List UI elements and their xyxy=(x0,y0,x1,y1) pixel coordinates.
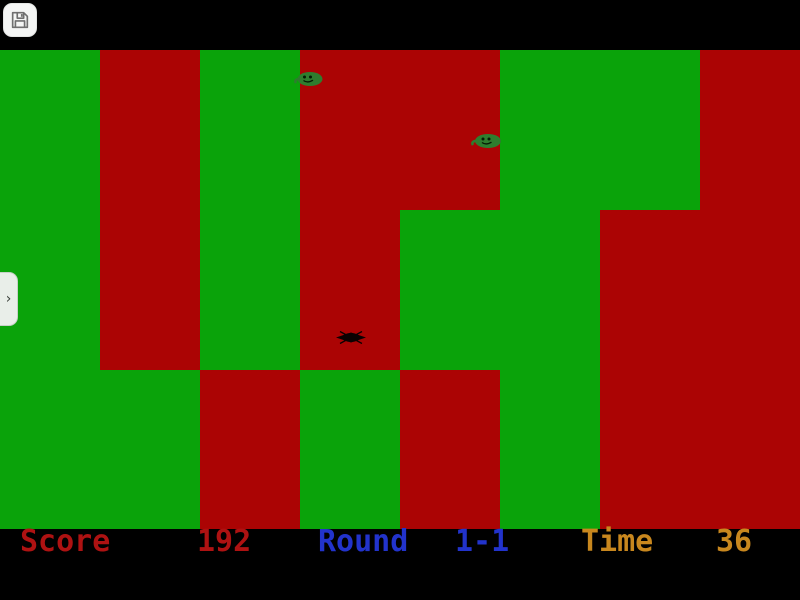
save-button[interactable] xyxy=(3,3,37,37)
grid-cell-r2c3 xyxy=(300,370,400,529)
grid-cell-r1c4 xyxy=(400,210,500,370)
save-icon xyxy=(11,11,29,29)
score-label: Score xyxy=(20,524,111,559)
status-bar: Score 192 Round 1-1 Time 36 xyxy=(0,524,800,600)
green-creature-sprite xyxy=(471,134,501,148)
grid-cell-r2c4 xyxy=(400,370,500,529)
grid-cell-r1c1 xyxy=(100,210,200,370)
grid-cell-r0c6 xyxy=(600,50,700,210)
grid-cell-r0c7 xyxy=(700,50,800,210)
green-creature-sprite xyxy=(294,72,323,86)
time-label: Time xyxy=(581,524,654,559)
grid-cell-r2c0 xyxy=(0,370,100,529)
chevron-right-icon: › xyxy=(5,291,12,307)
grid-cell-r2c5 xyxy=(500,370,600,529)
grid-cell-r0c2 xyxy=(200,50,300,210)
top-toolbar xyxy=(0,0,800,50)
grid-cell-r2c6 xyxy=(600,370,700,529)
spider-sprite xyxy=(336,330,366,345)
round-value: 1-1 xyxy=(455,524,510,559)
grid-cell-r0c0 xyxy=(0,50,100,210)
grid-cell-r1c3 xyxy=(300,210,400,370)
grid-cell-r0c1 xyxy=(100,50,200,210)
game-grid xyxy=(0,50,800,529)
game-area[interactable] xyxy=(0,50,800,529)
round-label: Round xyxy=(318,524,409,559)
grid-cell-r2c7 xyxy=(700,370,800,529)
grid-cell-r1c6 xyxy=(600,210,700,370)
grid-cell-r2c1 xyxy=(100,370,200,529)
grid-cell-r1c2 xyxy=(200,210,300,370)
grid-cell-r0c4 xyxy=(400,50,500,210)
sidebar-expand-tab[interactable]: › xyxy=(0,272,18,326)
grid-cell-r0c5 xyxy=(500,50,600,210)
grid-cell-r1c7 xyxy=(700,210,800,370)
grid-cell-r1c5 xyxy=(500,210,600,370)
grid-cell-r2c2 xyxy=(200,370,300,529)
time-value: 36 xyxy=(716,524,753,559)
score-value: 192 xyxy=(197,524,252,559)
